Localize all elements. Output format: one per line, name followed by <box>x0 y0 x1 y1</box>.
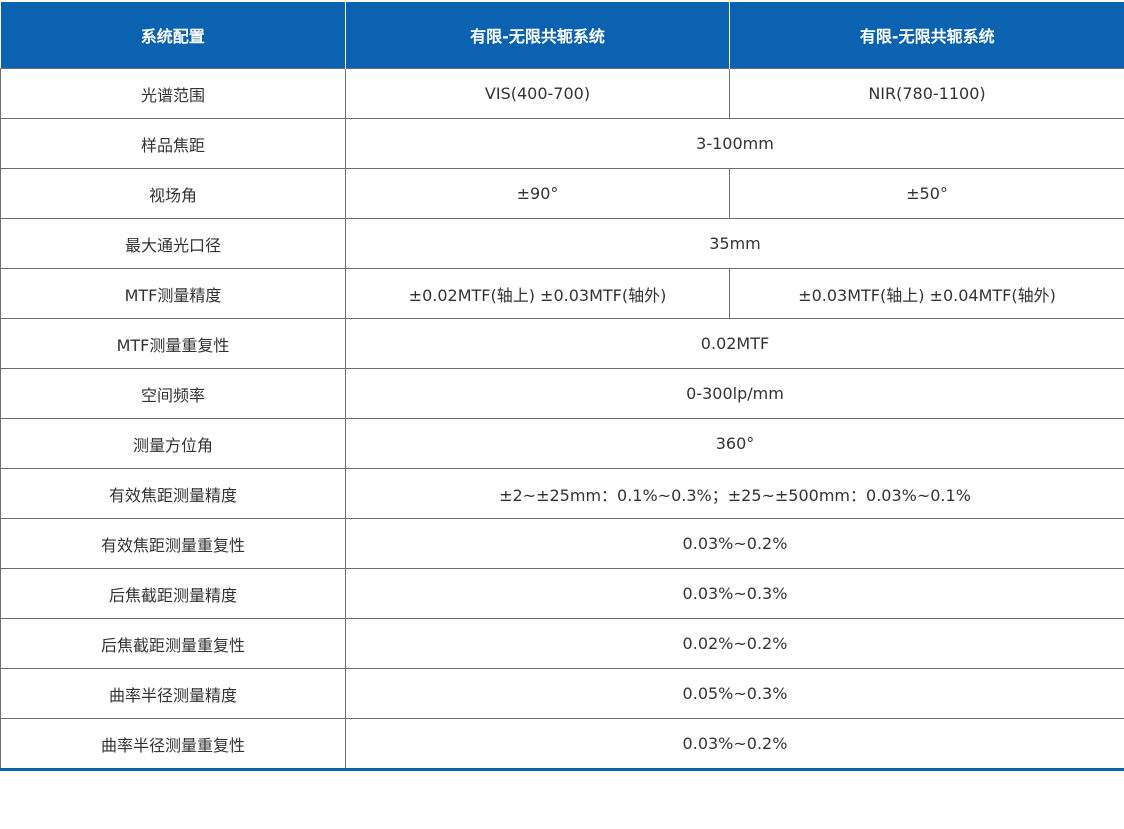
row-label: 最大通光口径 <box>0 218 346 269</box>
row-label: 曲率半径测量精度 <box>0 668 346 719</box>
row-value: 0.03%~0.2% <box>345 518 1124 569</box>
table-row: MTF测量精度 ±0.02MTF(轴上) ±0.03MTF(轴外) ±0.03M… <box>0 268 1124 319</box>
row-value: ±0.02MTF(轴上) ±0.03MTF(轴外) <box>345 268 730 319</box>
row-value: VIS(400-700) <box>345 68 730 119</box>
row-label: MTF测量精度 <box>0 268 346 319</box>
row-value: 35mm <box>345 218 1124 269</box>
table-row: MTF测量重复性 0.02MTF <box>0 318 1124 369</box>
row-value: ±90° <box>345 168 730 219</box>
row-value: 3-100mm <box>345 118 1124 169</box>
table-row: 光谱范围 VIS(400-700) NIR(780-1100) <box>0 68 1124 119</box>
row-value: 0.02MTF <box>345 318 1124 369</box>
row-label: 样品焦距 <box>0 118 346 169</box>
table-row: 曲率半径测量重复性 0.03%~0.2% <box>0 718 1124 770</box>
row-label: 空间频率 <box>0 368 346 419</box>
row-value: ±50° <box>729 168 1124 219</box>
row-value: 0-300lp/mm <box>345 368 1124 419</box>
row-value: ±2~±25mm：0.1%~0.3%；±25~±500mm：0.03%~0.1% <box>345 468 1124 519</box>
row-value: NIR(780-1100) <box>729 68 1124 119</box>
row-value: 0.02%~0.2% <box>345 618 1124 669</box>
row-label: 后焦截距测量重复性 <box>0 618 346 669</box>
header-cell-system-1: 有限-无限共轭系统 <box>345 2 730 69</box>
table-row: 样品焦距 3-100mm <box>0 118 1124 169</box>
table-row: 有效焦距测量重复性 0.03%~0.2% <box>0 518 1124 569</box>
table-row: 最大通光口径 35mm <box>0 218 1124 269</box>
header-cell-system-2: 有限-无限共轭系统 <box>729 2 1124 69</box>
row-label: 有效焦距测量精度 <box>0 468 346 519</box>
header-cell-config: 系统配置 <box>0 2 346 69</box>
table-row: 后焦截距测量重复性 0.02%~0.2% <box>0 618 1124 669</box>
table-row: 有效焦距测量精度 ±2~±25mm：0.1%~0.3%；±25~±500mm：0… <box>0 468 1124 519</box>
row-label: 视场角 <box>0 168 346 219</box>
row-label: MTF测量重复性 <box>0 318 346 369</box>
row-label: 光谱范围 <box>0 68 346 119</box>
table-row: 测量方位角 360° <box>0 418 1124 469</box>
table-row: 空间频率 0-300lp/mm <box>0 368 1124 419</box>
table-row: 视场角 ±90° ±50° <box>0 168 1124 219</box>
spec-table: 系统配置 有限-无限共轭系统 有限-无限共轭系统 光谱范围 VIS(400-70… <box>0 2 1124 771</box>
row-label: 测量方位角 <box>0 418 346 469</box>
row-value: 0.03%~0.2% <box>345 718 1124 770</box>
row-label: 后焦截距测量精度 <box>0 568 346 619</box>
table-row: 曲率半径测量精度 0.05%~0.3% <box>0 668 1124 719</box>
table-row: 后焦截距测量精度 0.03%~0.3% <box>0 568 1124 619</box>
header-row: 系统配置 有限-无限共轭系统 有限-无限共轭系统 <box>0 2 1124 69</box>
row-value: 360° <box>345 418 1124 469</box>
row-value: ±0.03MTF(轴上) ±0.04MTF(轴外) <box>729 268 1124 319</box>
row-value: 0.05%~0.3% <box>345 668 1124 719</box>
row-label: 有效焦距测量重复性 <box>0 518 346 569</box>
row-label: 曲率半径测量重复性 <box>0 718 346 770</box>
row-value: 0.03%~0.3% <box>345 568 1124 619</box>
